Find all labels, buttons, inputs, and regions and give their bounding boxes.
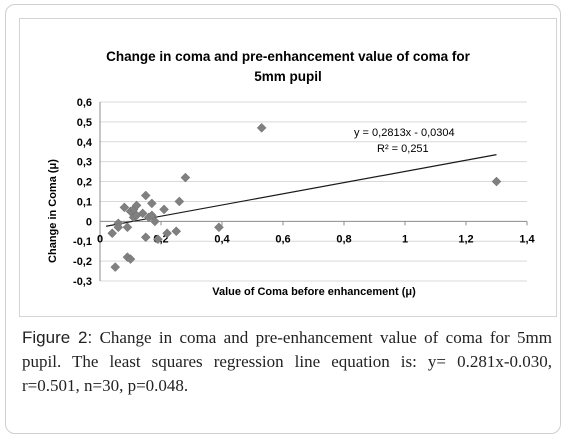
data-point (125, 254, 136, 264)
chart-container: 0,6 0,5 0,4 0,3 0,2 0,1 0 -0,1 -0,2 -0,3 0 0,2 0,4 0… (19, 18, 557, 317)
data-point (107, 228, 118, 239)
data-point (110, 262, 121, 272)
data-point (122, 222, 133, 233)
x-axis-label: Value of Coma before enhancement (μ) (212, 286, 416, 298)
data-point (174, 196, 185, 207)
data-point (180, 172, 191, 183)
caption-text: Change in coma and pre-enhancement value… (22, 328, 552, 395)
x-tick-label: 0,8 (336, 233, 351, 245)
y-axis-label: Change in Coma (μ) (47, 159, 59, 263)
data-point (153, 234, 163, 245)
data-point (137, 208, 148, 219)
data-point (119, 202, 130, 213)
x-tick-label: 0 (97, 233, 103, 245)
data-point (140, 232, 151, 243)
x-tick-label: 1,2 (458, 233, 473, 245)
axes (99, 102, 528, 281)
y-tick-label: 0 (86, 216, 92, 228)
data-point (131, 200, 142, 211)
data-point (150, 216, 160, 227)
data-point (256, 123, 267, 133)
chart-title-line-2: 5mm pupil (254, 69, 322, 84)
y-tick-label: -0,3 (73, 276, 92, 288)
figure-frame: 0,6 0,5 0,4 0,3 0,2 0,1 0 -0,1 -0,2 -0,3 0 0,2 0,4 0… (5, 4, 561, 434)
figure-caption: Figure 2: Change in coma and pre-enhance… (22, 326, 552, 398)
data-point (159, 204, 169, 215)
data-point (146, 198, 157, 209)
trendline-group (105, 154, 497, 227)
x-tick-labels: 00,20,40,60,811,21,4 (97, 233, 536, 245)
y-tick-label: 0,5 (77, 117, 92, 129)
y-tick-label: -0,1 (73, 236, 92, 248)
data-point (171, 226, 182, 237)
y-tick-label: -0,2 (73, 256, 92, 268)
regression-equation: y = 0,2813x - 0,0304 (354, 127, 455, 139)
data-point (113, 222, 124, 233)
y-tick-labels: 0,6 0,5 0,4 0,3 0,2 0,1 0 -0,1 -0,2 -0,3 (73, 97, 93, 288)
y-tick-label: 0,6 (77, 97, 92, 109)
y-tick-label: 0,2 (77, 177, 92, 189)
data-point (140, 190, 151, 201)
data-point (162, 228, 172, 239)
scatter-chart: 0,6 0,5 0,4 0,3 0,2 0,1 0 -0,1 -0,2 -0,3 0 0,2 0,4 0… (47, 49, 536, 298)
x-tick-label: 1,4 (519, 233, 535, 245)
x-tick-label: 0,6 (275, 233, 290, 245)
y-tick-label: 0,3 (77, 157, 92, 169)
y-tick-label: 0,4 (77, 137, 93, 149)
data-point (214, 222, 224, 233)
chart-title-line-1: Change in coma and pre-enhancement value… (106, 49, 471, 64)
data-points (107, 123, 502, 272)
y-tick-label: 0,1 (77, 196, 92, 208)
caption-label: Figure 2: (22, 328, 93, 347)
r-squared-label: R² = 0,251 (377, 143, 429, 155)
x-tick-label: 0,4 (214, 233, 230, 245)
regression-line (105, 154, 497, 227)
data-point (491, 176, 502, 187)
x-tick-label: 1 (402, 233, 408, 245)
gridlines (100, 101, 527, 282)
